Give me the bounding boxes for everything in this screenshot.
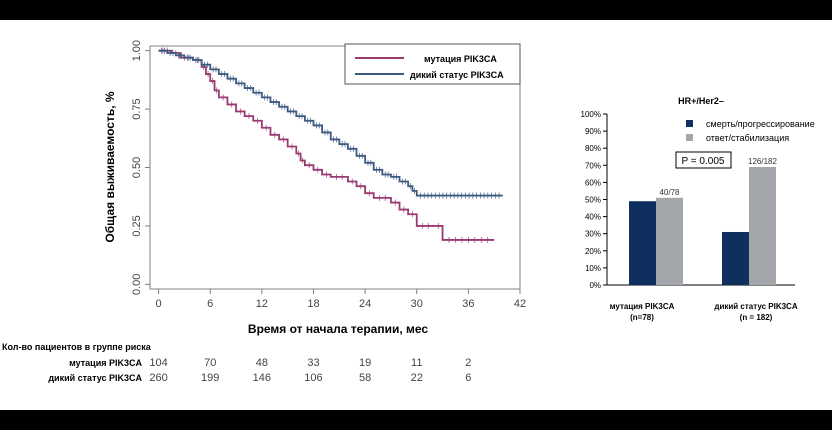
km-x-tick-label: 30 <box>411 298 423 310</box>
bar-progression <box>629 201 656 285</box>
bar-y-tick-label: 0% <box>589 281 601 290</box>
km-y-axis-label: Общая выживаемость, % <box>103 91 117 242</box>
bar-legend: смерть/прогрессирование ответ/стабилизац… <box>686 119 815 143</box>
risk-count: 6 <box>465 372 471 384</box>
risk-count: 19 <box>359 357 371 369</box>
km-y-tick-label: 1.00 <box>131 40 143 61</box>
km-legend: мутация PIK3CA дикий статус PIK3CA <box>344 43 521 85</box>
risk-count: 146 <box>253 372 271 384</box>
km-x-axis-label: Время от начала терапии, мес <box>248 322 428 336</box>
km-x-tick-label: 6 <box>207 298 213 310</box>
bar-chart-title: HR+/Her2– <box>678 96 724 106</box>
risk-count: 48 <box>256 357 268 369</box>
p-value-box <box>675 151 732 169</box>
bar-category-wildtype: дикий статус PIK3CA (n = 182) <box>714 302 797 322</box>
legend-label-response: ответ/стабилизация <box>706 133 789 143</box>
km-x-axis: 0 6 12 18 24 30 36 42 <box>156 289 526 310</box>
risk-count: 70 <box>204 357 216 369</box>
bar-progression <box>722 231 749 285</box>
legend-label-wildtype: дикий статус PIK3CA <box>410 70 504 80</box>
km-y-tick-label: 0.25 <box>131 215 143 236</box>
risk-row-label-mutation: мутация PIK3CA <box>69 358 142 368</box>
km-curves <box>158 47 503 243</box>
km-x-tick-label: 36 <box>462 298 474 310</box>
legend-label-mutation: мутация PIK3CA <box>424 54 497 64</box>
risk-count: 260 <box>149 372 167 384</box>
bar-y-tick-label: 40% <box>585 213 601 222</box>
bar-y-tick-label: 60% <box>585 178 601 187</box>
bar-data-label: 126/182 <box>748 157 777 166</box>
bar-y-tick-label: 90% <box>585 127 601 136</box>
km-x-tick-label: 24 <box>359 298 371 310</box>
km-x-tick-label: 12 <box>256 298 268 310</box>
km-curve-mutation <box>158 49 495 241</box>
bar-response <box>656 197 683 285</box>
bar-y-tick-label: 10% <box>585 264 601 273</box>
p-value-label: P = 0.005 <box>682 156 725 167</box>
km-legend-box <box>344 43 521 85</box>
bar-data-label: 40/78 <box>659 188 680 197</box>
risk-count: 104 <box>149 357 167 369</box>
legend-swatch-response <box>686 134 693 141</box>
km-y-tick-label: 0.00 <box>131 274 143 295</box>
km-y-axis: 0.00 0.25 0.50 0.75 1.00 <box>131 40 150 295</box>
bar-y-axis: 0% 10% 20% 30% 40% 50% 60% 70% 80% 90% 100% <box>581 110 607 290</box>
risk-count: 2 <box>465 357 471 369</box>
km-x-tick-label: 42 <box>514 298 526 310</box>
km-x-tick-label: 0 <box>156 298 162 310</box>
km-curve-wildtype <box>158 49 503 197</box>
risk-count: 33 <box>307 357 319 369</box>
legend-swatch-progression <box>686 120 693 127</box>
risk-row-label-wildtype: дикий статус PIK3CA <box>48 373 142 383</box>
bar-category-mutation: мутация PIK3CA (n=78) <box>610 302 675 322</box>
km-y-tick-label: 0.75 <box>131 98 143 119</box>
figure: 0.00 0.25 0.50 0.75 1.00 0 6 12 18 24 30 36 42 Обща… <box>2 40 815 384</box>
km-y-tick-label: 0.50 <box>131 157 143 178</box>
km-x-tick-label: 18 <box>307 298 319 310</box>
bar-response <box>749 167 776 285</box>
bar-y-tick-label: 30% <box>585 230 601 239</box>
legend-label-progression: смерть/прогрессирование <box>706 119 815 129</box>
risk-count: 22 <box>411 372 423 384</box>
bar-y-tick-label: 50% <box>585 196 601 205</box>
risk-counts: 104 70 48 33 19 11 2 260 199 146 106 58 22 6 <box>149 357 471 384</box>
bar-y-tick-label: 80% <box>585 144 601 153</box>
km-plot-frame <box>149 45 521 290</box>
bar-y-tick-label: 20% <box>585 247 601 256</box>
bars: 40/78 126/182 <box>629 157 778 285</box>
figure-panel: 0.00 0.25 0.50 0.75 1.00 0 6 12 18 24 30 36 42 Обща… <box>0 20 832 410</box>
risk-count: 11 <box>411 357 422 369</box>
risk-table-title: Кол-во пациентов в группе риска <box>2 342 152 352</box>
bar-y-tick-label: 100% <box>581 110 601 119</box>
risk-count: 106 <box>304 372 322 384</box>
risk-count: 199 <box>201 372 219 384</box>
risk-count: 58 <box>359 372 371 384</box>
bar-y-tick-label: 70% <box>585 161 601 170</box>
